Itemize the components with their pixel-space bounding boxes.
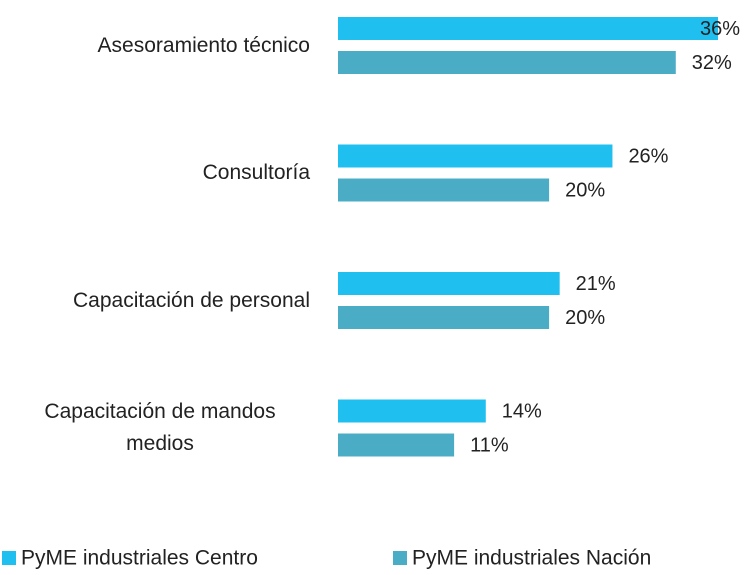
bar (338, 399, 486, 423)
bar (338, 272, 560, 295)
legend-swatch (2, 551, 16, 565)
bar (338, 178, 550, 202)
bar (338, 433, 455, 457)
category-text: Capacitación de personal (73, 288, 310, 312)
data-label: 20% (565, 307, 605, 329)
legend-label: PyME industriales Nación (412, 547, 651, 570)
bar (338, 306, 550, 329)
category-text: Consultoría (202, 161, 310, 184)
legend-label: PyME industriales Centro (21, 547, 258, 570)
category-label: Consultoría (0, 137, 310, 210)
bar (338, 17, 718, 40)
legend-swatch (393, 551, 407, 565)
category-text: Capacitación de mandos medios (44, 400, 276, 455)
category-label: Capacitación de personal (0, 264, 310, 337)
data-label: 21% (576, 273, 616, 295)
category-text: Asesoramiento técnico (97, 33, 310, 57)
bar (338, 51, 676, 74)
data-label: 14% (502, 400, 542, 422)
data-label: 20% (565, 179, 605, 201)
bar (338, 144, 613, 168)
data-label: 11% (470, 434, 509, 456)
data-label: 36% (700, 18, 740, 40)
category-label: Asesoramiento técnico (0, 9, 310, 82)
data-label: 32% (692, 52, 732, 74)
category-label: Capacitación de mandos medios (0, 392, 310, 465)
data-label: 26% (628, 145, 668, 167)
